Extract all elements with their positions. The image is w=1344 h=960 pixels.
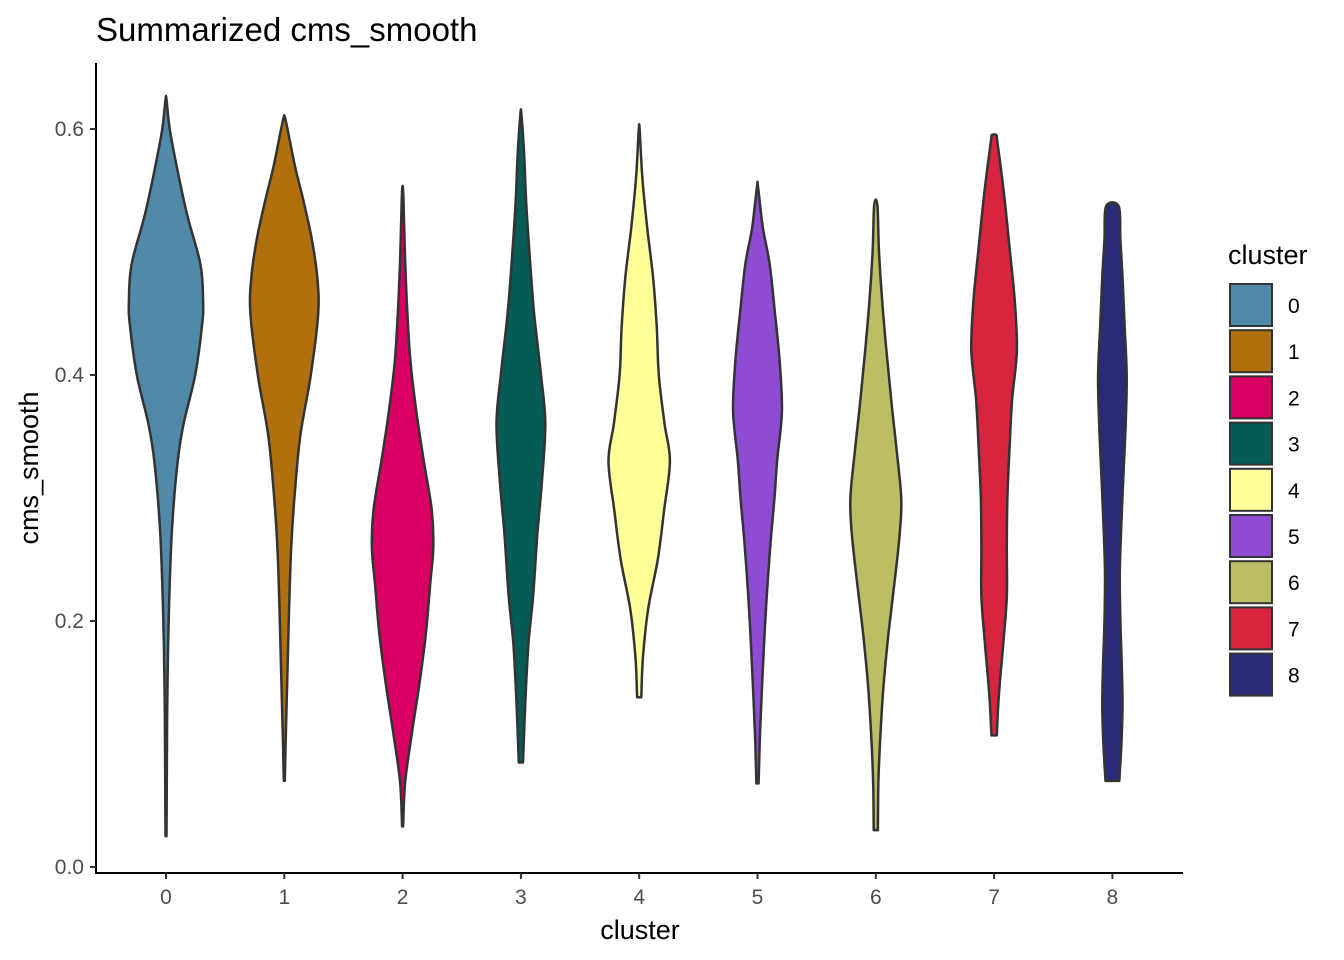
plot-area [127, 94, 1128, 838]
legend: cluster 0 1 2 3 4 5 6 7 8 [1228, 240, 1308, 697]
legend-title: cluster [1228, 240, 1308, 270]
legend-key-6 [1229, 560, 1273, 605]
legend-label-3: 3 [1288, 434, 1300, 457]
x-tick-label: 2 [397, 886, 409, 909]
violin-cluster-4 [607, 122, 672, 699]
legend-label-7: 7 [1288, 618, 1300, 641]
chart-title: Summarized cms_smooth [96, 11, 477, 48]
x-ticks: 0 1 2 3 4 5 6 7 8 [160, 873, 1118, 909]
legend-label-4: 4 [1288, 480, 1300, 503]
x-tick-label: 7 [988, 886, 1000, 909]
legend-key-1 [1229, 329, 1273, 374]
x-tick-label: 1 [278, 886, 290, 909]
legend-key-0 [1229, 283, 1273, 327]
x-tick-label: 8 [1107, 886, 1119, 909]
legend-label-6: 6 [1288, 572, 1300, 595]
x-tick-label: 5 [752, 886, 764, 909]
violin-cluster-8 [1096, 201, 1128, 783]
violin-cluster-0 [127, 94, 205, 838]
y-tick-label: 0.4 [55, 364, 85, 387]
legend-key-2 [1229, 375, 1273, 420]
violin-cluster-6 [848, 198, 903, 832]
legend-key-7 [1229, 606, 1273, 651]
y-axis-title: cms_smooth [14, 391, 44, 544]
violin-cluster-2 [370, 184, 435, 828]
violin-cluster-5 [731, 180, 784, 785]
y-tick-label: 0.0 [55, 856, 84, 879]
legend-label-1: 1 [1288, 341, 1300, 364]
legend-key-8 [1229, 652, 1273, 697]
x-tick-label: 0 [160, 886, 172, 909]
y-tick-label: 0.2 [55, 610, 84, 633]
legend-label-2: 2 [1288, 387, 1300, 410]
y-ticks: 0.0 0.2 0.4 0.6 [55, 118, 96, 879]
x-tick-label: 6 [870, 886, 882, 909]
legend-label-8: 8 [1288, 665, 1300, 688]
x-tick-label: 4 [633, 886, 645, 909]
violin-cluster-3 [495, 108, 547, 764]
legend-key-5 [1229, 514, 1273, 558]
x-tick-label: 3 [515, 886, 527, 909]
legend-key-4 [1229, 467, 1273, 512]
legend-label-0: 0 [1288, 295, 1300, 318]
legend-key-3 [1229, 421, 1273, 466]
y-tick-label: 0.6 [55, 118, 84, 141]
legend-label-5: 5 [1288, 526, 1300, 549]
x-axis-title: cluster [600, 915, 680, 945]
violin-cluster-7 [969, 133, 1019, 737]
violin-cluster-1 [248, 113, 320, 783]
